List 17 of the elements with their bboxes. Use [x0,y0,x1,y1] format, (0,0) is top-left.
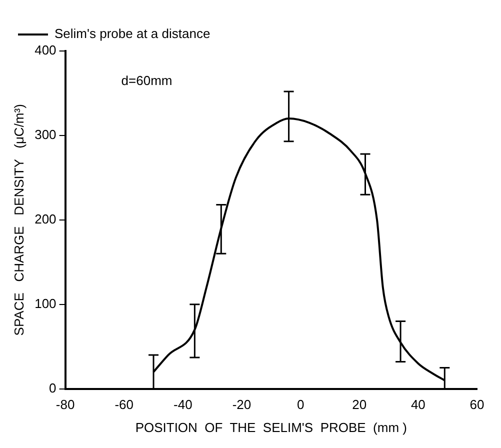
x-tick-label: 40 [410,397,426,412]
x-tick-label: -40 [174,397,192,412]
y-tick-label: 100 [34,296,56,311]
x-tick-label: -20 [232,397,252,412]
x-axis-title: POSITION OF THE SELIM'S PROBE (mm ) [135,420,407,435]
y-tick-label: 400 [34,42,56,58]
y-tick-label: 300 [34,127,56,142]
y-tick-label: 0 [49,380,56,396]
annotation: d=60mm [121,73,172,88]
x-tick-label: -60 [114,397,134,412]
legend-label: Selim's probe at a distance [54,26,210,42]
x-tick-label: -80 [56,397,75,412]
x-tick-label: 60 [470,397,484,412]
x-tick-label: 0 [296,397,304,412]
y-axis-title: SPACE CHARGE DENSITY (μC/m³) [11,104,26,336]
y-tick-label: 200 [34,211,56,226]
x-tick-label: 20 [352,397,367,412]
